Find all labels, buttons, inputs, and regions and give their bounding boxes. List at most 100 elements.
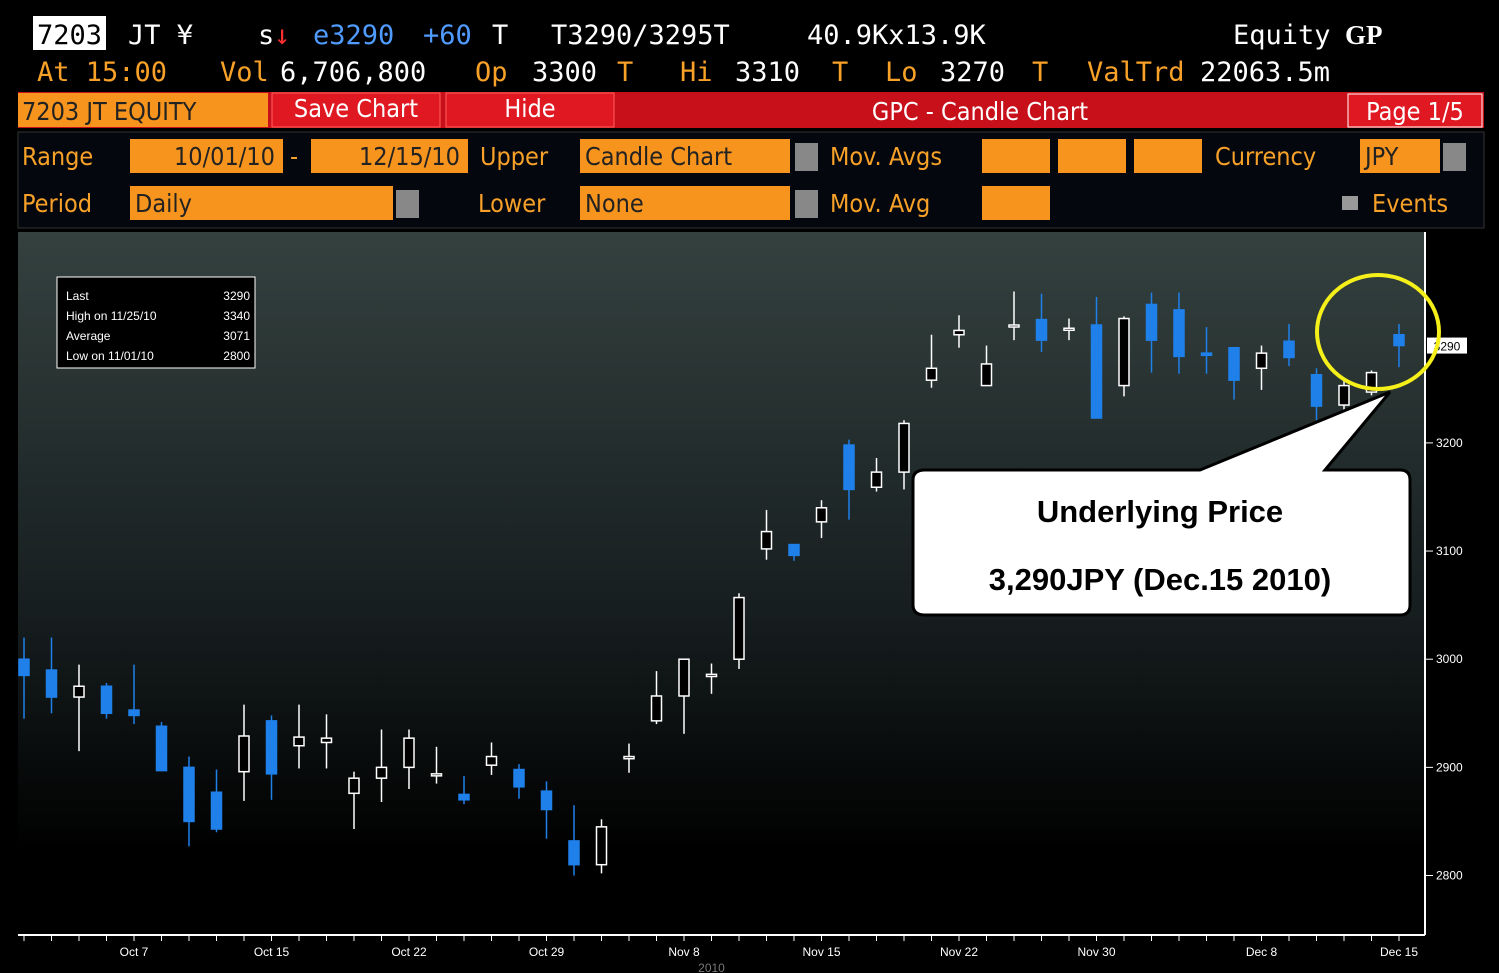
- y-tick-label: 3000: [1436, 652, 1463, 666]
- candle-body: [375, 766, 388, 779]
- candle-body: [1200, 352, 1213, 357]
- range-end[interactable]: 12/15/10: [359, 142, 460, 171]
- header-token: T: [1032, 57, 1048, 88]
- legend-value: 3071: [223, 329, 250, 343]
- field[interactable]: [982, 186, 1050, 220]
- field[interactable]: [580, 139, 790, 173]
- highlight-circle: [1315, 273, 1441, 391]
- field[interactable]: [1360, 139, 1440, 173]
- range-start[interactable]: 10/01/10: [174, 142, 275, 171]
- callout: [911, 390, 1412, 617]
- candle-body: [1063, 327, 1075, 332]
- candle-body: [73, 685, 85, 698]
- candle-body: [1393, 333, 1405, 347]
- legend-value: 2800: [223, 349, 250, 363]
- header-token: ↓: [274, 20, 290, 51]
- range-label: Range: [22, 142, 93, 171]
- hide-label[interactable]: Hide: [504, 94, 555, 123]
- header-token: Vol: [220, 57, 269, 88]
- dropdown[interactable]: [795, 143, 818, 171]
- page-label[interactable]: Page 1/5: [1366, 97, 1464, 126]
- field[interactable]: [1058, 139, 1126, 173]
- candle-body: [128, 709, 140, 717]
- hide-button[interactable]: [445, 92, 615, 128]
- header-token: 40.9Kx13.9K: [807, 20, 987, 51]
- header-token: 3270: [940, 57, 1005, 88]
- candle-body: [18, 658, 30, 677]
- candle-body: [1310, 374, 1323, 407]
- dropdown[interactable]: [1443, 143, 1466, 171]
- mov-avgs-label: Mov. Avgs: [830, 142, 942, 171]
- header-line1: JT ¥ s ↓ e3290 +60 T T3290/3295T 40.9Kx13.9K: [128, 20, 987, 51]
- legend-value: 3340: [223, 309, 250, 323]
- candle-body: [1173, 309, 1185, 358]
- lower-label: Lower: [478, 189, 546, 218]
- legend-label: Last: [66, 289, 89, 303]
- candle-body: [705, 673, 718, 678]
- field[interactable]: [130, 186, 393, 220]
- legend-label: Low on 11/01/10: [66, 349, 154, 363]
- ticker: 7203: [37, 20, 102, 51]
- x-tick-label: Nov 30: [1077, 945, 1115, 959]
- header-token: T3290/3295T: [551, 20, 730, 51]
- field[interactable]: [130, 139, 283, 173]
- field[interactable]: [1134, 139, 1202, 173]
- candle-body: [595, 826, 608, 866]
- field[interactable]: [580, 186, 790, 220]
- candle-body: [485, 755, 498, 766]
- x-tick-label: Oct 22: [391, 945, 427, 959]
- mov-avg-label: Mov. Avg: [830, 189, 930, 218]
- period-value[interactable]: Daily: [135, 189, 192, 218]
- x-tick-label: Nov 22: [940, 945, 978, 959]
- candle-body: [788, 543, 800, 557]
- candle-body: [650, 695, 663, 722]
- candle-body: [1255, 352, 1268, 370]
- callout-line2: 3,290JPY (Dec.15 2010): [989, 562, 1331, 597]
- candle-body: [1228, 346, 1240, 381]
- currency-label: Currency: [1215, 142, 1316, 171]
- y-tick-label: 2800: [1436, 869, 1463, 883]
- header-token: Lo: [885, 57, 918, 88]
- header-token: e3290: [313, 20, 394, 51]
- toolbar-title: GPC - Candle Chart: [872, 97, 1088, 126]
- upper-value[interactable]: Candle Chart: [585, 142, 732, 171]
- dropdown[interactable]: [795, 190, 818, 218]
- x-tick-label: Nov 8: [668, 945, 700, 959]
- dropdown[interactable]: [396, 190, 419, 218]
- header-token: T: [617, 57, 633, 88]
- page-box[interactable]: [1347, 93, 1483, 128]
- candle-body: [733, 596, 745, 660]
- header-token: ValTrd: [1087, 57, 1185, 88]
- upper-label: Upper: [480, 142, 549, 171]
- candle-body: [458, 793, 470, 801]
- x-tick-label: Dec 15: [1380, 945, 1418, 959]
- field[interactable]: [982, 139, 1050, 173]
- candle-body: [623, 755, 635, 760]
- candle-body: [540, 790, 553, 811]
- y-tick-label: 3200: [1436, 436, 1463, 450]
- asset: Equity: [1233, 20, 1331, 51]
- y-tick-label: 2900: [1436, 760, 1463, 774]
- candle-body: [843, 444, 855, 491]
- field[interactable]: [311, 139, 468, 173]
- candle-body: [980, 363, 993, 387]
- header-token: 22063.5m: [1200, 57, 1330, 88]
- x-tick-label: Dec 8: [1246, 945, 1278, 959]
- header-token: +60: [423, 20, 472, 51]
- candle-body: [265, 720, 278, 775]
- x-tick-label: Oct 15: [254, 945, 290, 959]
- currency-value[interactable]: JPY: [1363, 142, 1399, 171]
- checkbox[interactable]: [1342, 196, 1358, 210]
- legend-label: Average: [66, 329, 111, 343]
- candle-body: [293, 736, 305, 747]
- lower-value[interactable]: None: [585, 189, 644, 218]
- candle-body: [568, 840, 580, 866]
- save-button[interactable]: [271, 92, 441, 128]
- candle-body: [430, 773, 443, 777]
- candle-body: [870, 471, 883, 488]
- candle-body: [678, 658, 690, 697]
- save-label[interactable]: Save Chart: [294, 94, 418, 123]
- header-token: T: [832, 57, 848, 88]
